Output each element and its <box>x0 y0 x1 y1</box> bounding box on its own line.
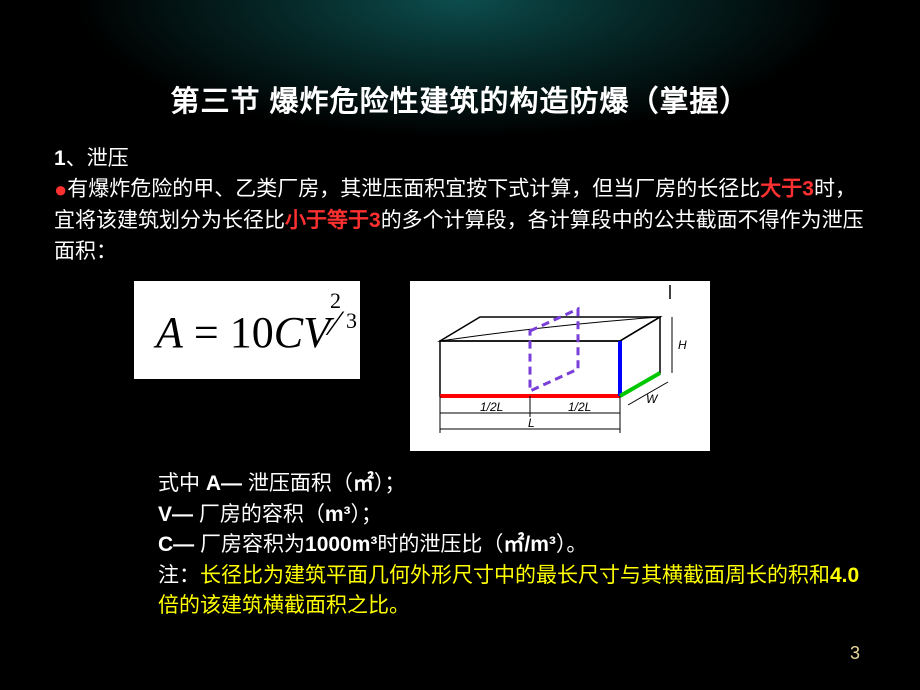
def-l3a: 厂房容积为 <box>194 533 305 556</box>
def-l2b: ）； <box>351 503 383 526</box>
para-red1: 大于3 <box>760 178 814 201</box>
bullet-icon: ● <box>54 177 67 202</box>
note: 注：长径比为建筑平面几何外形尺寸中的最长尺寸与其横截面周长的积和4.0 倍的该建筑… <box>158 561 866 622</box>
exp-den: 3 <box>346 305 357 337</box>
def-C-sym: C— <box>158 533 194 556</box>
def-V: V— 厂房的容积（m³）； <box>158 500 866 530</box>
def-C-num: 1000m³ <box>305 533 377 556</box>
formula-C: C <box>274 308 303 357</box>
cross-section <box>530 309 578 391</box>
def-A-unit: ㎡ <box>353 472 374 495</box>
note-text2: 倍的该建筑横截面积之比。 <box>158 594 410 617</box>
def-C: C— 厂房容积为1000m³时的泄压比（㎡/m³）。 <box>158 530 866 560</box>
slide-title: 第三节 爆炸危险性建筑的构造防爆（掌握） <box>0 0 920 120</box>
page-number: 3 <box>850 643 860 664</box>
def-A-sym: A— <box>206 472 242 495</box>
def-C-unit: ㎡/m³ <box>503 533 556 556</box>
section-head: 、泄压 <box>66 147 129 170</box>
formula-eq: = <box>183 308 230 357</box>
title-main: 第三节 爆炸危险性建筑的构造防爆 <box>170 86 629 118</box>
def-l3c: ）。 <box>556 533 588 556</box>
def-l1b: 泄压面积（ <box>242 472 353 495</box>
content-block: 1、泄压 ●有爆炸危险的甲、乙类厂房，其泄压面积宜按下式计算，但当厂房的长径比大… <box>0 120 920 621</box>
label-L: L <box>528 416 535 430</box>
diagram-svg: 1/2L 1/2L L W H <box>410 281 710 451</box>
label-half2: 1/2L <box>568 400 591 414</box>
def-A: 式中 A— 泄压面积（㎡）； <box>158 469 866 499</box>
label-half1: 1/2L <box>480 400 503 414</box>
formula-ten: 10 <box>230 308 274 357</box>
title-paren: （掌握） <box>630 86 750 118</box>
formula-exp: 2⁄3 <box>332 291 338 343</box>
def-V-unit: m³ <box>325 503 351 526</box>
definitions: 式中 A— 泄压面积（㎡）； V— 厂房的容积（m³）； C— 厂房容积为100… <box>54 451 866 621</box>
label-H: H <box>678 338 687 352</box>
para-t1: 有爆炸危险的甲、乙类厂房，其泄压面积宜按下式计算，但当厂房的长径比 <box>67 178 760 201</box>
def-l2a: 厂房的容积（ <box>193 503 325 526</box>
label-W: W <box>646 392 659 406</box>
def-V-sym: V— <box>158 503 193 526</box>
def-l3b: 时的泄压比（ <box>377 533 503 556</box>
note-label: 注： <box>158 564 200 587</box>
def-l1c: ）； <box>374 472 406 495</box>
formula-V: V <box>303 308 330 357</box>
section-num: 1 <box>54 147 66 170</box>
note-num: 4.0 <box>830 564 859 587</box>
diagram-box: 1/2L 1/2L L W H <box>410 281 710 451</box>
formula-row: A = 10CV2⁄3 <box>54 281 866 451</box>
paragraph: ●有爆炸危险的甲、乙类厂房，其泄压面积宜按下式计算，但当厂房的长径比大于3时，宜… <box>54 174 866 267</box>
para-red2: 小于等于3 <box>285 209 381 232</box>
section-heading: 1、泄压 <box>54 144 866 174</box>
def-l1a: 式中 <box>158 472 206 495</box>
formula-box: A = 10CV2⁄3 <box>134 281 360 379</box>
formula-A: A <box>156 308 183 357</box>
note-text1: 长径比为建筑平面几何外形尺寸中的最长尺寸与其横截面周长的积和 <box>200 564 830 587</box>
